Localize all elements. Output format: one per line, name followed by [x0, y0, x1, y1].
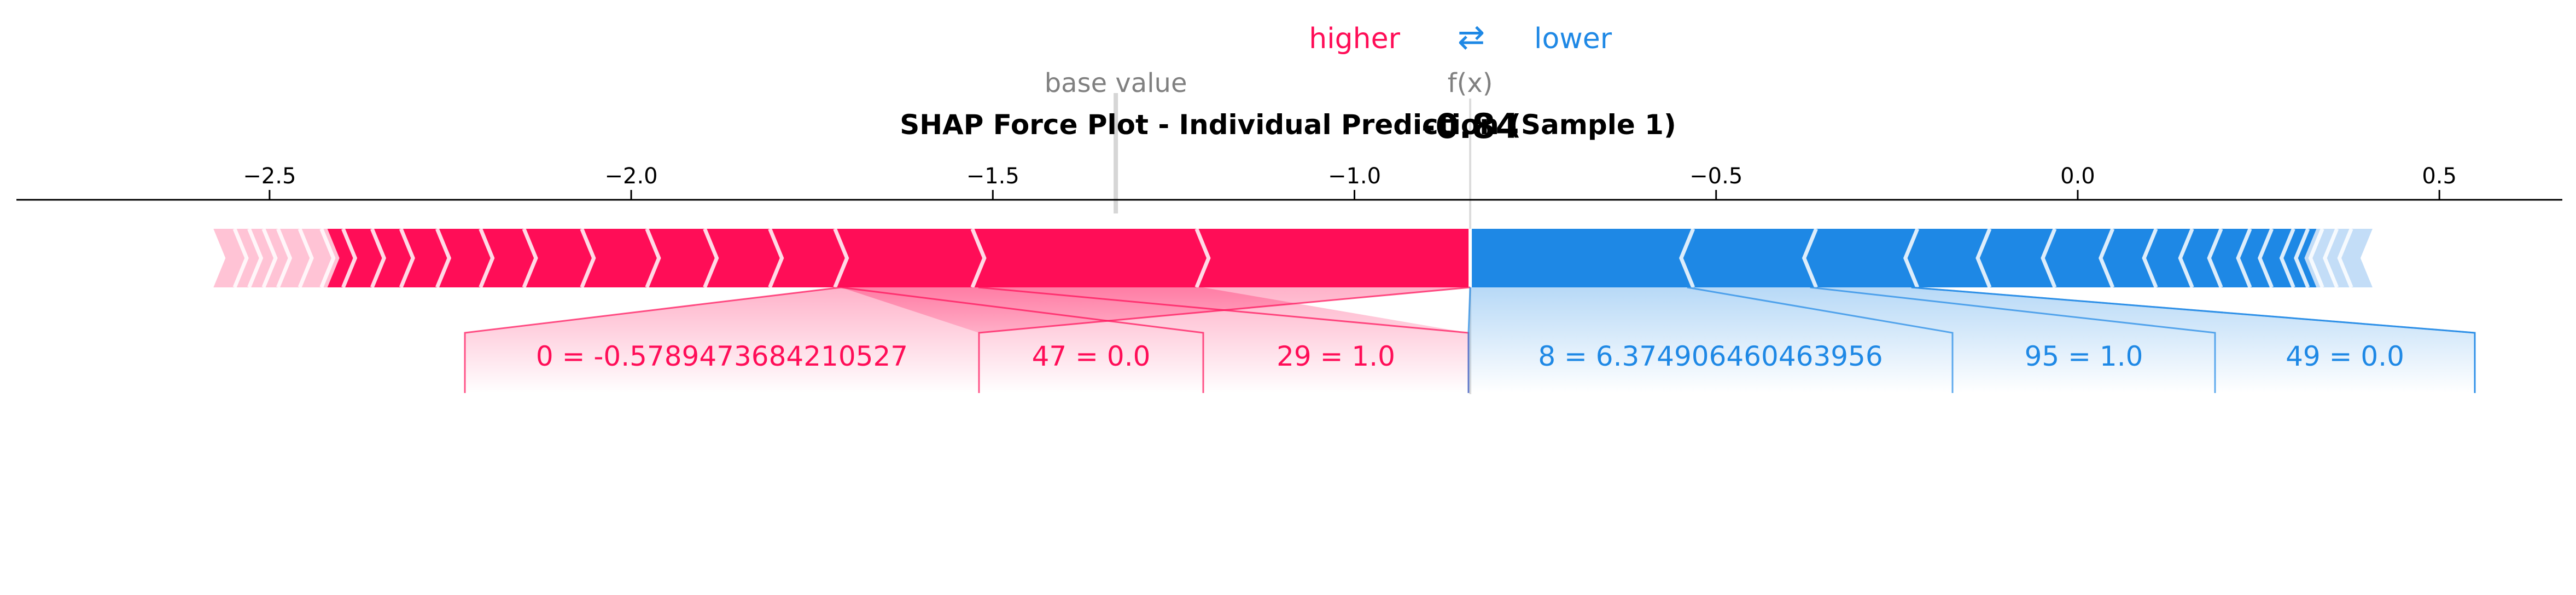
base-value-label: base value: [1045, 68, 1187, 99]
push-lower-segment-divider: [2294, 228, 2310, 288]
push-higher-segment-divider: [247, 228, 264, 288]
higher-feature-connector: [464, 286, 841, 393]
push-higher-segment-divider: [319, 228, 336, 288]
lower-feature-connector: [1467, 287, 1471, 393]
push-higher-segment-divider: [645, 228, 661, 288]
chart-title: SHAP Force Plot - Individual Prediction …: [900, 109, 1676, 141]
push-lower-segment-divider: [2041, 228, 2057, 288]
push-lower-segment-divider: [2323, 228, 2339, 288]
push-lower-segment-divider: [2236, 228, 2252, 288]
push-higher-segment-divider: [276, 228, 293, 288]
lower-feature-label: 95 = 1.0: [2025, 340, 2143, 372]
push-lower-segment-divider: [1903, 228, 1920, 288]
push-higher-segment-divider: [1194, 228, 1211, 288]
push-higher-segment-divider: [768, 228, 784, 288]
fx-label: f(x): [1448, 68, 1493, 99]
push-higher-segment-divider: [580, 228, 596, 288]
x-tick-label: 0.5: [2422, 164, 2457, 189]
push-lower-segment-divider: [2279, 228, 2295, 288]
push-higher-segment-divider: [970, 228, 987, 288]
x-tick-label: −2.0: [605, 164, 658, 189]
lower-feature-connector: [1687, 286, 1954, 393]
push-lower-segment-divider: [1975, 228, 1992, 288]
push-lower-bar: [1470, 229, 2367, 287]
push-higher-segment-divider: [703, 228, 719, 288]
x-tick-label: −0.5: [1689, 164, 1742, 189]
fx-value: -0.84: [1421, 106, 1519, 146]
higher-feature-label: 0 = -0.5789473684210527: [536, 340, 908, 372]
push-higher-segment-divider: [261, 228, 278, 288]
push-higher-segment-divider: [399, 228, 415, 288]
higher-feature-label: 29 = 1.0: [1277, 340, 1395, 372]
x-tick-label: −2.5: [243, 164, 296, 189]
push-lower-segment-divider: [2142, 228, 2158, 288]
push-lower-segment-divider: [2308, 228, 2324, 288]
push-lower-segment-divider: [2178, 228, 2194, 288]
push-lower-segment-divider: [1679, 228, 1695, 288]
push-higher-segment-divider: [370, 228, 387, 288]
feature-labels: 0 = -0.5789473684210527 47 = 0.0 29 = 1.0 8…: [464, 286, 2476, 393]
push-higher-segment-divider: [833, 228, 849, 288]
x-tick-label: −1.5: [966, 164, 1019, 189]
force-bars: [213, 228, 2373, 288]
legend-arrows-icon: ⇄: [1458, 18, 1485, 56]
push-higher-segment-divider: [479, 228, 495, 288]
x-tick-label: −1.0: [1328, 164, 1381, 189]
higher-feature-shade: [978, 287, 1468, 393]
push-higher-segment-divider: [522, 228, 538, 288]
lower-feature-shade: [1468, 287, 1953, 393]
lower-feature-label: 49 = 0.0: [2286, 340, 2404, 372]
push-lower-segment-divider: [2258, 228, 2274, 288]
push-lower-segment-divider: [2099, 228, 2115, 288]
higher-feature-shade: [841, 287, 1203, 393]
push-lower-segment-divider: [1802, 228, 1818, 288]
push-lower-segment-divider: [2207, 228, 2223, 288]
lower-feature-connector: [1911, 286, 2476, 393]
lower-feature-shade: [1810, 287, 2475, 393]
push-lower-segment-divider: [2337, 228, 2353, 288]
lower-feature-connector: [1810, 286, 2216, 393]
higher-feature-label: 47 = 0.0: [1032, 340, 1151, 372]
base-value-marker: base value: [1045, 68, 1187, 213]
lower-feature-label: 8 = 6.374906460463956: [1538, 340, 1883, 372]
higher-feature-shade: [465, 287, 1471, 393]
x-tick-label: 0.0: [2060, 164, 2095, 189]
push-higher-segment-divider: [232, 228, 249, 288]
x-axis: −2.5 −2.0 −1.5 −1.0 −0.5 0.0 0.5: [16, 164, 2562, 201]
push-higher-segment-divider: [341, 228, 358, 288]
legend-lower-label: lower: [1534, 22, 1612, 55]
push-higher-segment-divider: [298, 228, 314, 288]
push-higher-segment-divider: [435, 228, 452, 288]
legend-higher-label: higher: [1309, 22, 1400, 55]
lower-feature-shade: [1687, 287, 2215, 393]
